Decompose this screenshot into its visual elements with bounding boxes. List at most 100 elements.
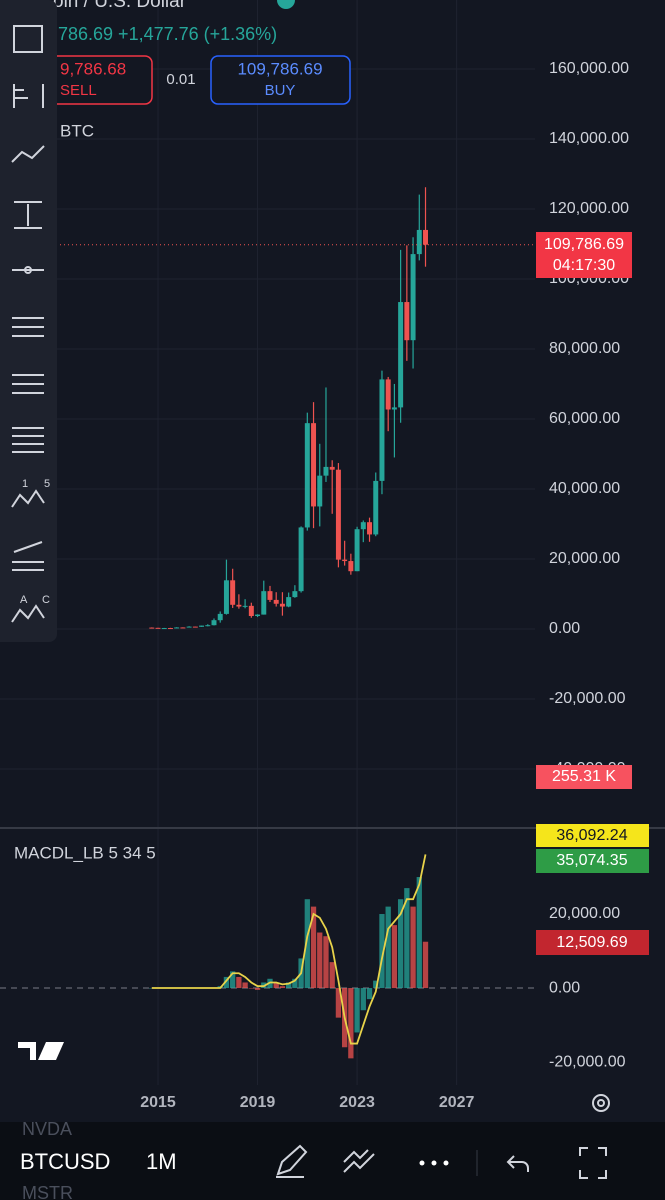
histogram-bar [348, 988, 354, 1059]
candle-body [416, 229, 422, 255]
y-tick-label: 140,000.00 [549, 130, 629, 147]
price-badge-value: 109,786.69 [544, 236, 624, 253]
abcd-tool[interactable] [11, 604, 45, 623]
histogram-bar [397, 899, 404, 989]
watch-prev[interactable]: NVDA [22, 1119, 72, 1139]
y-tick-label: -20,000.00 [549, 690, 626, 707]
candle-body [323, 466, 329, 476]
watch-next[interactable]: MSTR [22, 1183, 73, 1200]
candle-body [255, 614, 261, 616]
candle-body [423, 229, 428, 245]
histogram-bar [335, 988, 342, 1018]
y-tick-label: 0.00 [549, 620, 580, 637]
candle-body [217, 613, 223, 621]
candle-body [192, 626, 198, 628]
gann-tool[interactable] [12, 541, 44, 571]
indicator-name: MACDL_LB 5 34 5 [14, 843, 156, 862]
candle-body [292, 591, 298, 598]
more-button[interactable] [419, 1160, 449, 1166]
histogram-bar [223, 976, 230, 989]
histogram-bar [273, 982, 279, 989]
histogram-bar [385, 906, 391, 989]
candle-body [230, 580, 236, 605]
spread: 0.01 [166, 71, 195, 88]
price-badge [536, 232, 632, 278]
candle-body [161, 628, 167, 630]
candle-body [205, 625, 211, 627]
base-currency: BTC [60, 121, 94, 140]
svg-text:C: C [42, 594, 50, 606]
pitch-tool[interactable] [12, 374, 44, 394]
y-tick-label: 20,000.00 [549, 550, 620, 567]
drawing-toolbar [0, 0, 57, 642]
symbol-button[interactable]: BTCUSD [20, 1149, 110, 1174]
svg-text:1: 1 [22, 478, 28, 490]
draw-button[interactable] [276, 1144, 308, 1178]
chart-layer: -40,000.00-20,000.000.0020,000.0040,000.… [0, 0, 629, 1111]
histogram-bar [317, 932, 323, 989]
candle-body [223, 580, 229, 614]
indicators-button[interactable] [343, 1149, 375, 1173]
histogram-bar [236, 976, 242, 989]
y-tick-label: 80,000.00 [549, 340, 620, 357]
candle-body [273, 599, 279, 604]
candle-body [186, 626, 192, 628]
candle-body [199, 625, 205, 627]
fullscreen-button[interactable] [579, 1147, 607, 1179]
y-tick-label: 60,000.00 [549, 410, 620, 427]
settings-icon[interactable] [592, 1094, 610, 1112]
interval-button[interactable]: 1M [146, 1149, 177, 1174]
bottom-toolbar [0, 1122, 665, 1200]
macd-badge [536, 849, 649, 873]
candle-body [267, 591, 273, 600]
quote: 786.69 +1,477.76 (+1.36%) [58, 24, 277, 44]
candle-body [261, 591, 267, 615]
histogram-bar [410, 906, 416, 989]
candle-body [304, 423, 310, 528]
histogram-bar [329, 962, 335, 989]
histogram-bar [304, 899, 310, 989]
pattern-tool[interactable] [11, 489, 45, 508]
candle-body [367, 522, 373, 535]
candle-body [342, 559, 348, 562]
histogram-bar [286, 982, 292, 989]
toolbar-icons [11, 25, 45, 623]
candle-body [167, 628, 173, 630]
candle-body [379, 379, 385, 481]
sell-label: SELL [60, 82, 97, 99]
candle-body [385, 379, 391, 410]
fib-tool[interactable] [13, 84, 44, 108]
x-tick-label: 2023 [339, 1094, 375, 1111]
candle-body [155, 627, 161, 629]
buy-button[interactable] [210, 55, 351, 105]
levels-tool[interactable] [12, 427, 44, 453]
histogram-bar [292, 978, 298, 989]
signal-badge [536, 824, 649, 847]
hist-badge [536, 930, 649, 955]
y-tick-label: -20,000.00 [549, 1053, 626, 1070]
signal-badge-value: 36,092.24 [556, 827, 627, 844]
candle-body [404, 302, 410, 341]
histogram-bar [323, 936, 329, 989]
tv-logo [18, 1042, 64, 1060]
symbol-title: itcoin / U.S. Dollar [34, 0, 187, 12]
y-tick-label: 160,000.00 [549, 60, 629, 77]
rect-tool[interactable] [13, 25, 43, 53]
buy-price: 109,786.69 [237, 59, 322, 78]
candle-body [348, 561, 354, 572]
x-tick-label: 2027 [439, 1094, 475, 1111]
histogram-bar [422, 941, 429, 989]
candle-body [286, 597, 292, 607]
candle-body [329, 466, 335, 470]
undo-button[interactable] [506, 1155, 529, 1172]
candle-body [360, 522, 366, 530]
channel-tool[interactable] [12, 317, 44, 337]
candle-body [335, 469, 341, 560]
histogram-bar [379, 914, 385, 989]
x-tick-label: 2019 [240, 1094, 276, 1111]
candle-body [174, 627, 180, 629]
trend-tool[interactable] [11, 145, 45, 163]
price-badge-timer: 04:17:30 [553, 257, 615, 274]
measure-tool[interactable] [14, 201, 42, 229]
